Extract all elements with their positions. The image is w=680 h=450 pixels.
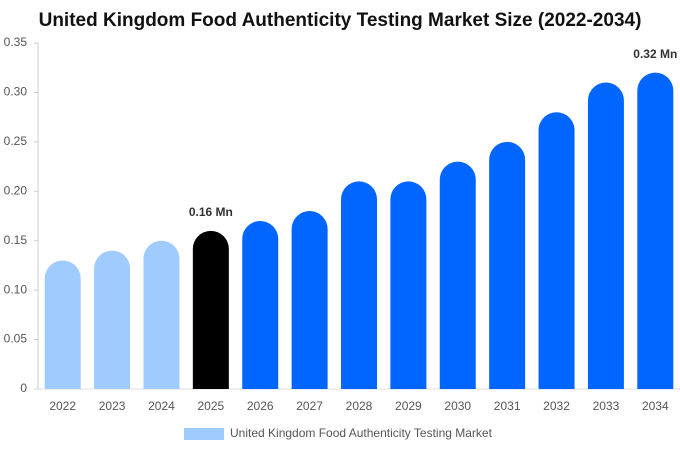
y-tick-label: 0.25 <box>4 134 28 148</box>
x-tick-label: 2031 <box>494 399 521 413</box>
bar <box>44 260 81 389</box>
x-tick-label: 2034 <box>642 399 669 413</box>
y-tick-label: 0.35 <box>4 35 28 49</box>
y-tick-label: 0.10 <box>4 282 28 296</box>
bar <box>587 82 624 390</box>
bar <box>489 141 526 389</box>
chart-title: United Kingdom Food Authenticity Testing… <box>39 10 642 31</box>
x-tick-label: 2026 <box>247 399 274 413</box>
bar <box>390 181 427 389</box>
x-tick-label: 2023 <box>99 399 126 413</box>
bar <box>143 240 180 389</box>
y-tick-label: 0.05 <box>4 332 28 346</box>
y-tick-label: 0.20 <box>4 183 28 197</box>
data-label: 0.16 Mn <box>189 205 233 219</box>
x-tick-label: 2025 <box>197 399 224 413</box>
bar <box>242 220 279 389</box>
x-tick-label: 2027 <box>296 399 323 413</box>
bar <box>538 112 575 389</box>
x-tick-label: 2030 <box>444 399 471 413</box>
bar <box>341 181 377 389</box>
bar <box>94 250 131 389</box>
y-tick-label: 0.15 <box>4 233 28 247</box>
bar <box>291 211 328 389</box>
legend-label: United Kingdom Food Authenticity Testing… <box>230 426 493 440</box>
x-tick-label: 2024 <box>148 399 175 413</box>
x-tick-label: 2032 <box>543 399 570 413</box>
bar <box>637 72 674 390</box>
x-tick-label: 2029 <box>395 399 422 413</box>
y-tick-label: 0.30 <box>4 85 28 99</box>
bar <box>439 161 476 389</box>
x-tick-label: 2033 <box>593 399 620 413</box>
y-tick-label: 0 <box>20 381 27 395</box>
x-tick-label: 2022 <box>49 399 76 413</box>
legend-swatch <box>184 428 224 440</box>
bar <box>192 230 229 389</box>
x-tick-label: 2028 <box>346 399 373 413</box>
data-label: 0.32 Mn <box>633 47 677 61</box>
